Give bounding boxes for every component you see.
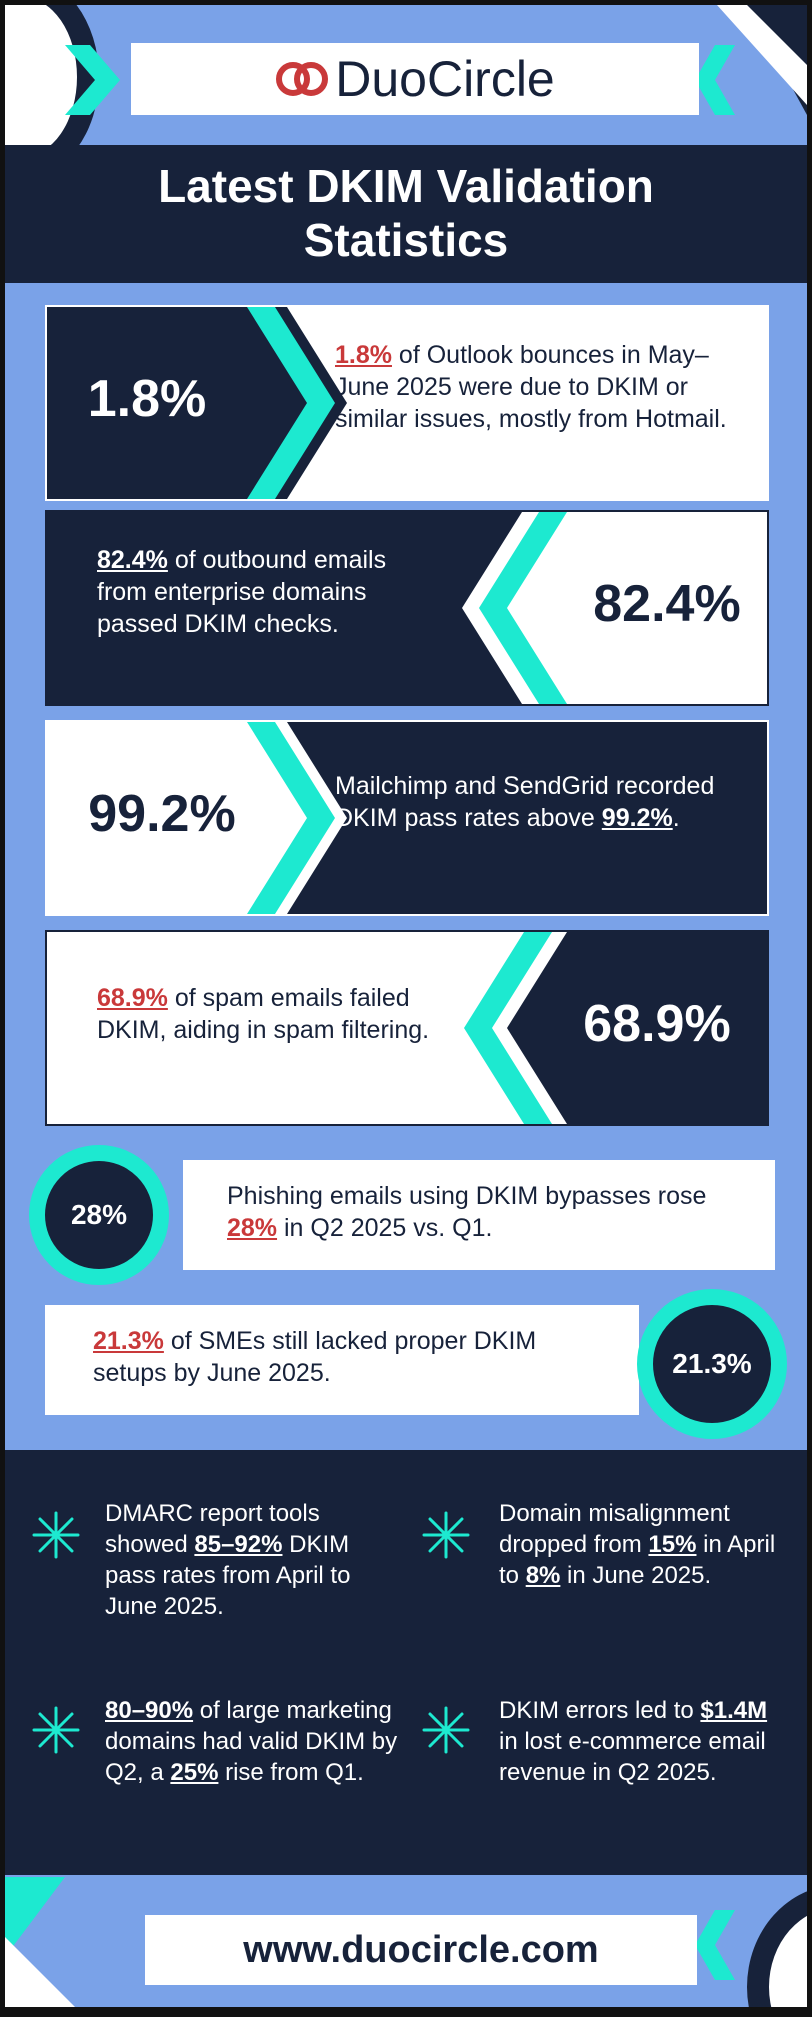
stat-text-6: 21.3% of SMEs still lacked proper DKIM s… [93,1327,537,1387]
stat-value-5: 28% [70,1199,128,1230]
stat-text-4: 68.9% of spam emails failed DKIM, aiding… [97,984,430,1044]
stat-circle-5: 28% [29,1145,169,1285]
stat-highlight-3: 99.2% [601,804,673,832]
stat-value-6: 21.3% [672,1348,752,1379]
stat-item-1: DMARC report tools showed 85–92% DKIM pa… [105,1500,351,1620]
stat-item-2: Domain misalignment dropped from 15% in … [499,1500,776,1589]
stat-text-5: Phishing emails using DKIM bypasses rose… [227,1182,707,1242]
bottom-left-corner-decoration [5,1877,75,2007]
stat-item-4: DKIM errors led to $1.4M in lost e-comme… [499,1697,768,1786]
brand-name: DuoCircle [335,51,555,107]
stat-text-1: 1.8% of Outlook bounces in May–June 2025… [335,341,727,433]
bottom-right-chevron-icon [695,1910,735,1980]
footer-url[interactable]: www.duocircle.com [243,1928,599,1971]
stat-item-3: 80–90% of large marketing domains had va… [105,1697,398,1786]
stat-value-4: 68.9% [583,995,731,1053]
stats-grid-section [5,1450,807,1875]
stat-highlight-1: 1.8% [335,341,392,369]
stat-card-1: 1.8% 1.8% of Outlook bounces in May–June… [45,305,769,501]
stat-value-2: 82.4% [593,575,741,633]
stat-text-3: Mailchimp and SendGrid recorded DKIM pas… [335,772,715,832]
card-3-shape [47,722,347,914]
sparkle-icon-1 [32,1511,80,1559]
title-band: Latest DKIM Validation Statistics [5,145,807,283]
stat-card-2: 82.4% of outbound emails from enterprise… [45,510,769,706]
card-4-shape [464,932,767,1124]
stat-value-1: 1.8% [87,370,207,428]
stat-value-3: 99.2% [88,785,236,843]
top-right-corner-decoration [717,5,807,115]
stat-highlight-5: 28% [227,1214,278,1242]
duocircle-logo-icon [276,62,329,96]
stat-text-2: 82.4% of outbound emails from enterprise… [97,546,387,638]
stat-card-4: 68.9% of spam emails failed DKIM, aiding… [45,930,769,1126]
page-title: Latest DKIM Validation Statistics [158,160,654,266]
top-left-chevron-icon [65,45,120,115]
stat-highlight-2: 82.4% [97,546,168,574]
stat-card-6 [45,1305,639,1415]
card-2-shape [47,512,567,704]
stat-highlight-4: 68.9% [97,984,168,1012]
stat-card-3: 99.2% Mailchimp and SendGrid recorded DK… [45,720,769,916]
bottom-right-ring-decoration [747,1885,807,2007]
top-right-chevron-icon [695,45,735,115]
sparkle-icon-4 [422,1706,470,1754]
logo-box: DuoCircle [131,43,699,115]
sparkle-icon-2 [422,1511,470,1559]
infographic: DuoCircle Latest DKIM Validation Statist… [5,5,807,2007]
stat-circle-6: 21.3% [637,1289,787,1439]
stat-card-5 [183,1160,775,1270]
card-1-shape [247,307,767,499]
stat-highlight-6: 21.3% [93,1327,164,1355]
sparkle-icon-3 [32,1706,80,1754]
footer-url-box: www.duocircle.com [145,1915,697,1985]
